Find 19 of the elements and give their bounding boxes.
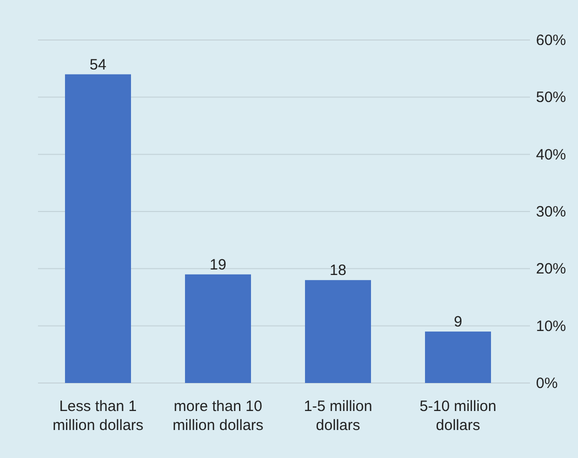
x-tick-label: 1-5 million dollars (304, 398, 372, 434)
y-tick-label: 20% (536, 260, 566, 278)
data-label: 19 (210, 256, 226, 274)
x-tick-label: more than 10 million dollars (172, 398, 264, 434)
bar (185, 274, 251, 383)
bar (305, 280, 371, 383)
data-label: 9 (454, 314, 462, 331)
x-tick-label: 5-10 million dollars (420, 398, 496, 434)
y-tick-label: 40% (536, 146, 566, 164)
y-tick-label: 60% (536, 32, 566, 49)
y-tick-label: 50% (536, 89, 566, 106)
bar (65, 74, 131, 383)
data-label: 18 (330, 262, 346, 280)
x-tick-label: Less than 1 million dollars (52, 398, 144, 434)
data-label: 54 (90, 56, 106, 74)
y-tick-label: 30% (536, 204, 566, 220)
y-tick-label: 10% (536, 318, 566, 335)
bar (425, 332, 491, 383)
y-tick-label: 0% (536, 375, 558, 392)
